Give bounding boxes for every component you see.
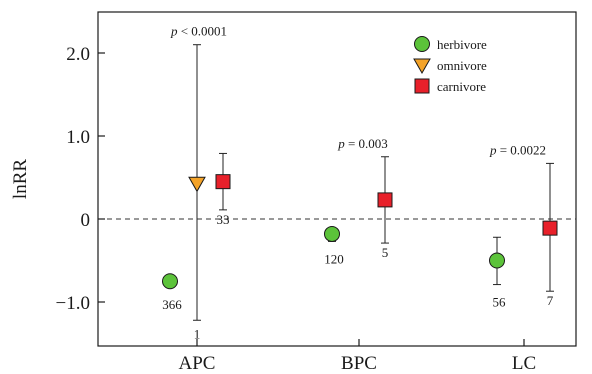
p-value-text: < 0.0001 — [177, 24, 227, 39]
herbivore-point — [489, 252, 505, 269]
legend-herbivore-swatch — [414, 36, 430, 52]
herbivore-point — [162, 273, 178, 290]
y-tick-label: 1.0 — [66, 127, 90, 148]
y-axis-ticks: 2.0 1.0 0 −1.0 — [56, 44, 105, 314]
legend-omnivore-swatch — [413, 58, 431, 75]
p-value-annotation: p = 0.0022 — [489, 142, 546, 157]
legend-carnivore-swatch — [414, 78, 430, 94]
sample-size-label: 7 — [547, 293, 554, 308]
sample-size-label: 5 — [382, 245, 389, 260]
p-value-annotation: p = 0.003 — [337, 136, 388, 151]
sample-size-label: 120 — [324, 251, 344, 266]
y-axis-title: lnRR — [10, 159, 31, 199]
carnivore-point — [215, 174, 231, 190]
y-tick-label: 2.0 — [66, 44, 90, 65]
sample-size-label: 33 — [217, 212, 230, 227]
legend-omnivore-label: omnivore — [437, 58, 487, 73]
sample-size-label: 366 — [162, 297, 182, 312]
herbivore-point — [324, 225, 340, 242]
y-tick-label: 0 — [81, 210, 91, 231]
omnivore-point — [188, 176, 206, 193]
p-value-text: = 0.003 — [345, 136, 388, 151]
plot-frame — [97, 11, 577, 347]
sample-size-label: 1 — [194, 326, 201, 341]
p-symbol: p — [337, 136, 345, 151]
x-axis-categories: APC BPC LC — [179, 339, 536, 374]
sample-size-label: 56 — [493, 295, 507, 310]
x-category-label: LC — [512, 353, 536, 374]
x-category-label: BPC — [341, 353, 377, 374]
legend: herbivore omnivore carnivore — [413, 36, 487, 94]
p-symbol: p — [489, 142, 497, 157]
x-category-label: APC — [179, 353, 216, 374]
sample-size-labels: 366 120 56 1 33 5 7 — [162, 212, 554, 341]
p-symbol: p — [170, 24, 178, 39]
y-tick-label: −1.0 — [56, 293, 90, 314]
p-value-text: = 0.0022 — [496, 142, 546, 157]
legend-herbivore-label: herbivore — [437, 37, 487, 52]
legend-carnivore-label: carnivore — [437, 79, 486, 94]
p-value-annotation: p < 0.0001 — [170, 24, 227, 39]
carnivore-point — [377, 192, 393, 208]
data-markers — [162, 174, 558, 290]
carnivore-point — [542, 220, 558, 236]
